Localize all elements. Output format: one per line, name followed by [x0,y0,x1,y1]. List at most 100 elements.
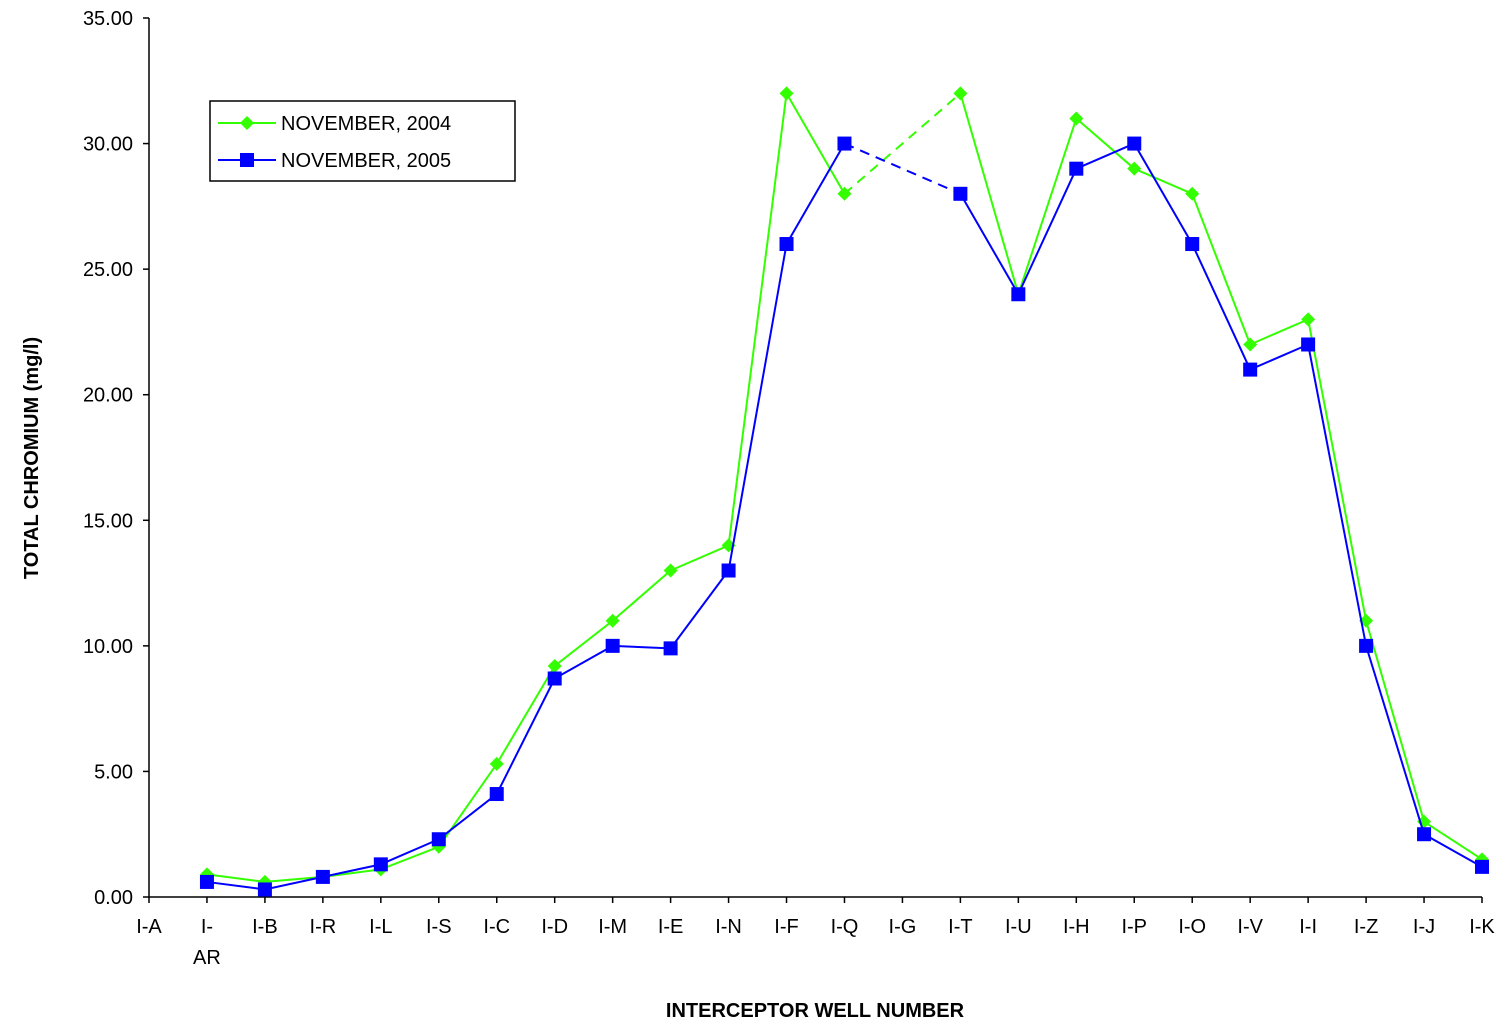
x-tick-label: I-M [598,916,627,938]
x-tick-label: I-E [658,916,684,938]
legend: NOVEMBER, 2004 NOVEMBER, 2005 [209,100,516,182]
series-0-line-segment [380,845,440,871]
series-1-point [1185,237,1200,252]
series-1-line-segment [495,678,556,795]
series-0-line-segment [206,873,266,883]
series-1-line-segment [1249,343,1309,371]
series-1-point [373,857,388,872]
series-0-line-segment [727,93,788,546]
legend-entry-2005: NOVEMBER, 2005 [218,150,451,172]
series-0-point [605,613,620,628]
x-tick-label: I-L [369,916,392,938]
x-tick-label: I-T [948,916,972,938]
series-1-point [605,638,620,653]
series-1-point [489,787,504,802]
series-0-line-segment [670,544,729,572]
series-0-line-segment [785,92,846,195]
series-1-point [1127,136,1142,151]
x-tick-label: I-U [1005,916,1032,938]
x-tick-label: I-O [1178,916,1206,938]
y-tick-label: 0.00 [94,887,133,909]
series-0-point [1301,312,1316,327]
series-0-line-segment [554,619,614,667]
x-tick-label: I-B [252,916,278,938]
series-0-line-segment [611,569,672,622]
series-1-point [1359,638,1374,653]
legend-box [209,100,516,182]
series-1-point [1417,827,1432,842]
x-tick-label: I-F [774,916,798,938]
series-0-point [837,186,852,201]
series-1-line-segment [844,142,961,195]
series-0-line-segment [1249,318,1309,346]
series-0-point [489,756,504,771]
x-tick-label: I-C [483,916,510,938]
series-1-line-segment [554,644,614,680]
legend-square-marker-icon [240,153,254,167]
y-tick-label: 5.00 [94,761,133,783]
series-0-point [1185,186,1200,201]
x-tick-label: I-K [1469,916,1495,938]
plot-area: 0.00 5.00 10.00 15.00 20.00 25.00 30.00 35.00 I-… [83,8,1495,969]
series-0-line-segment [1191,193,1252,345]
series-1-point [1301,337,1316,352]
y-tick-label: 35.00 [83,8,133,30]
series-0-line-segment [1075,117,1135,170]
x-tick-label: I-A [136,916,162,938]
x-axis-title: INTERCEPTOR WELL NUMBER [666,1000,965,1022]
series-0-point [1243,337,1258,352]
series-0-line-segment [843,92,962,195]
series-1-point [663,641,678,656]
x-tick-label: I-D [541,916,568,938]
x-tick-label: I-H [1063,916,1090,938]
series-1-line-segment [785,143,846,245]
series-1-line-segment [1191,243,1252,371]
series-0-line-segment [1423,820,1483,861]
series-1-line-segment [1423,833,1483,868]
x-tick-label: I-R [310,916,337,938]
series-1-point [779,237,794,252]
x-tick-label: I- [201,916,213,938]
x-tick-label: I-G [889,916,917,938]
series-1-point [431,832,446,847]
x-tick-label: I-S [426,916,452,938]
y-axis-title: TOTAL CHROMIUM (mg/l) [21,337,43,579]
series-1-point [1069,161,1084,176]
x-tick-label: I-Z [1354,916,1378,938]
series-1-point [837,136,852,151]
series-0-point [663,563,678,578]
x-tick-label: I-P [1121,916,1147,938]
series-1-point [315,869,330,884]
series-0-line-segment [1307,319,1368,621]
x-tick-label: I-J [1413,916,1435,938]
series-0-line-segment [1017,118,1078,295]
x-tick-label: I-V [1237,916,1263,938]
series-1-line-segment [1365,645,1425,835]
y-tick-label: 15.00 [83,510,133,532]
series-1-point [721,563,736,578]
y-tick-label: 25.00 [83,259,133,281]
series-1-line-segment [206,880,266,891]
series-1-point [1475,859,1489,874]
series-1-line-segment [959,193,1020,295]
series-0-point [1069,111,1084,126]
series-1-point [199,874,214,889]
series-1-line-segment [669,569,730,649]
series-0-line-segment [495,665,556,765]
series-1-point [1011,287,1026,302]
legend-entry-2004: NOVEMBER, 2004 [218,113,451,135]
series-0-line-segment [437,763,498,848]
x-tick-label: I-I [1299,916,1317,938]
y-tick-label: 20.00 [83,385,133,407]
x-tick-label: I-Q [831,916,859,938]
series-1-line-segment [1017,168,1078,295]
x-tick-label: I-N [715,916,742,938]
series-0-point [547,658,562,673]
series-1-line-segment [1133,143,1194,245]
series-0-point [1127,161,1142,176]
series-1-line-segment [1075,142,1135,170]
y-tick-label: 30.00 [83,134,133,156]
series-1-point [953,186,968,201]
